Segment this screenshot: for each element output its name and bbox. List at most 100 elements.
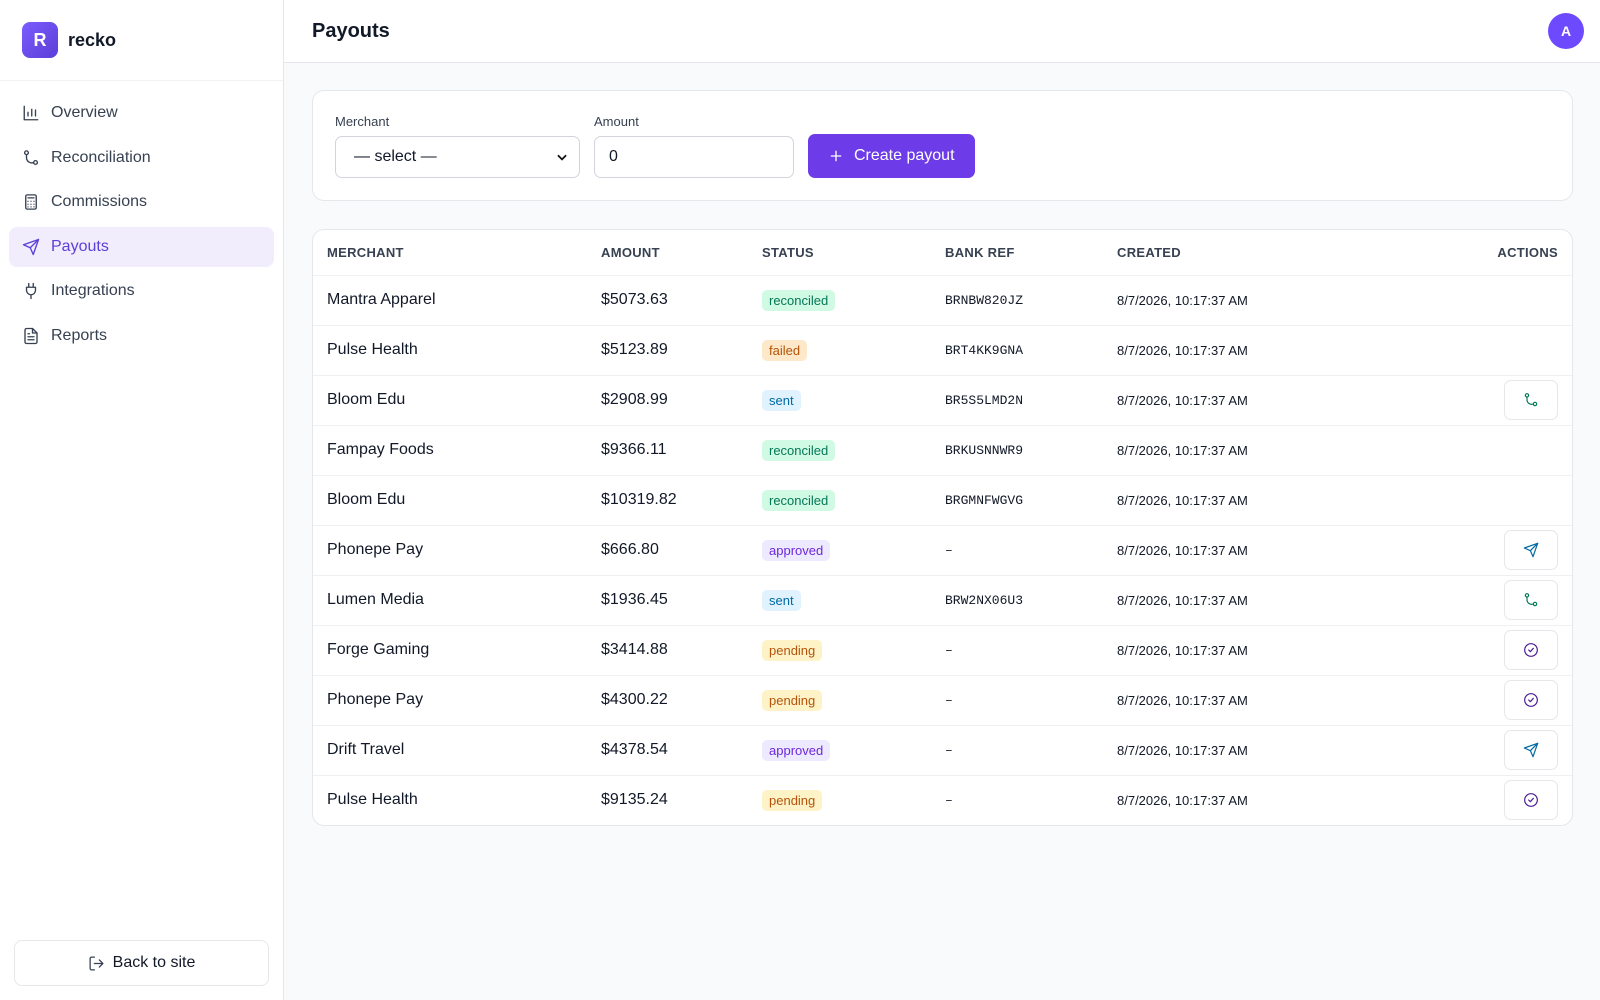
action-button[interactable] [1504, 680, 1558, 720]
actions-cell [1404, 624, 1572, 675]
actions-cell [1404, 274, 1572, 325]
actions-cell [1404, 424, 1572, 475]
bank-ref-cell: – [931, 774, 1103, 825]
merchant-select[interactable]: — select — [335, 136, 580, 178]
status-badge: pending [762, 689, 823, 711]
action-icon [1523, 542, 1539, 558]
bank-ref-cell: – [931, 524, 1103, 575]
created-cell: 8/7/2026, 10:17:37 AM [1103, 474, 1405, 525]
create-button[interactable]: Create payout [808, 134, 975, 178]
nav-icon [25, 282, 37, 300]
actions-cell [1404, 774, 1572, 825]
merchant-cell: Mantra Apparel [313, 274, 587, 325]
status-badge: pending [762, 789, 823, 811]
amount-cell: $4300.22 [587, 674, 748, 725]
nav-label: Integrations [51, 282, 135, 299]
button-label: Create payout [854, 147, 955, 164]
merchant-cell: Bloom Edu [313, 474, 587, 525]
actions-cell [1404, 324, 1572, 375]
amount-input[interactable]: 0 [594, 136, 794, 178]
action-button[interactable] [1504, 730, 1558, 770]
action-icon [1523, 592, 1539, 608]
created-cell: 8/7/2026, 10:17:37 AM [1103, 624, 1405, 675]
status-badge: approved [762, 539, 831, 561]
back-button[interactable]: Back to site [14, 940, 269, 986]
merchant-cell: Phonepe Pay [313, 524, 587, 575]
status-badge: failed [762, 339, 808, 361]
content: Merchant — select — Amount 0 Create payo… [284, 63, 1600, 826]
header-row: MERCHANT AMOUNT STATUS BANK REF CREATED … [313, 230, 1572, 275]
table-row: Lumen Media $1936.45 sent BRW2NX06U3 8/7/202… [313, 574, 1572, 625]
created-cell: 8/7/2026, 10:17:37 AM [1103, 424, 1405, 475]
nav-icon [23, 105, 39, 121]
amount-cell: $9135.24 [587, 774, 748, 825]
field-label: Merchant [335, 114, 390, 129]
merchant-cell: Pulse Health [313, 774, 587, 825]
action-icon [1523, 392, 1539, 408]
merchant-cell: Lumen Media [313, 574, 587, 625]
created-cell: 8/7/2026, 10:17:37 AM [1103, 574, 1405, 625]
nav: Overview Reconciliation Commissions Payo… [0, 81, 283, 356]
amount-cell: $2908.99 [587, 374, 748, 425]
created-cell: 8/7/2026, 10:17:37 AM [1103, 374, 1405, 425]
bank-ref-cell: – [931, 724, 1103, 775]
created-cell: 8/7/2026, 10:17:37 AM [1103, 274, 1405, 325]
status-cell: reconciled [748, 474, 931, 525]
table-body: Mantra Apparel $5073.63 reconciled BRNBW820… [313, 274, 1572, 825]
action-button[interactable] [1504, 630, 1558, 670]
status-cell: sent [748, 374, 931, 425]
status-badge: reconciled [762, 489, 836, 511]
amount-cell: $5123.89 [587, 324, 748, 375]
column-header: ACTIONS [1497, 244, 1558, 260]
merchant-field: Merchant — select — [335, 114, 580, 178]
action-button[interactable] [1504, 780, 1558, 821]
status-badge: sent [762, 589, 801, 611]
nav-item[interactable]: Reconciliation [9, 138, 274, 178]
nav-item[interactable]: Reports [9, 316, 274, 356]
nav-label: Reports [51, 326, 108, 344]
actions-cell [1404, 524, 1572, 575]
status-cell: reconciled [748, 274, 931, 325]
bank-ref-cell: – [931, 674, 1103, 725]
amount-cell: $1936.45 [587, 574, 748, 625]
status-cell: sent [748, 574, 931, 625]
bank-ref-cell: BRW2NX06U3 [931, 574, 1103, 625]
back-label: Back to site [112, 954, 196, 971]
nav-item[interactable]: Overview [9, 93, 274, 133]
action-button[interactable] [1504, 530, 1558, 570]
action-button[interactable] [1504, 580, 1558, 620]
merchant-cell: Bloom Edu [313, 374, 587, 425]
column-header: STATUS [762, 244, 814, 260]
brand-name: recko [68, 29, 117, 50]
bank-ref-cell: BRT4KK9GNA [931, 324, 1103, 375]
logo: R [22, 22, 58, 58]
nav-icon [25, 194, 37, 210]
plus-icon [830, 150, 842, 162]
status-badge: pending [762, 639, 823, 661]
avatar[interactable]: A [1548, 13, 1584, 49]
topbar: Payouts A [284, 0, 1600, 63]
created-cell: 8/7/2026, 10:17:37 AM [1103, 724, 1405, 775]
nav-icon [23, 149, 39, 165]
actions-cell [1404, 724, 1572, 775]
payouts-table-card: MERCHANT AMOUNT STATUS BANK REF CREATED … [312, 229, 1573, 826]
table-row: Forge Gaming $3414.88 pending –8/7/2026, 10… [313, 624, 1572, 675]
payout-form: Merchant — select — Amount 0 Create payo… [312, 90, 1573, 201]
back-icon [89, 955, 104, 971]
nav-item-active[interactable]: Payouts [9, 226, 274, 267]
payouts-table: MERCHANT AMOUNT STATUS BANK REF CREATED … [313, 230, 1572, 825]
action-button[interactable] [1504, 380, 1558, 420]
column-header: MERCHANT [327, 244, 404, 260]
table-row: Phonepe Pay $4300.22 pending –8/7/2026, 10:… [313, 674, 1572, 725]
table-row: Pulse Health $5123.89 failed BRT4KK9GNA 8/7/… [313, 324, 1572, 375]
nav-item[interactable]: Commissions [9, 182, 274, 222]
column-header: BANK REF [945, 244, 1015, 260]
actions-cell [1404, 674, 1572, 725]
created-cell: 8/7/2026, 10:17:37 AM [1103, 774, 1405, 825]
nav-item[interactable]: Integrations [9, 271, 274, 311]
amount-cell: $3414.88 [587, 624, 748, 675]
status-cell: approved [748, 724, 931, 775]
